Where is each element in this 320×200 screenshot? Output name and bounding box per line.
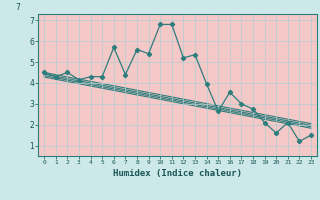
X-axis label: Humidex (Indice chaleur): Humidex (Indice chaleur)	[113, 169, 242, 178]
Text: 7: 7	[15, 3, 20, 12]
